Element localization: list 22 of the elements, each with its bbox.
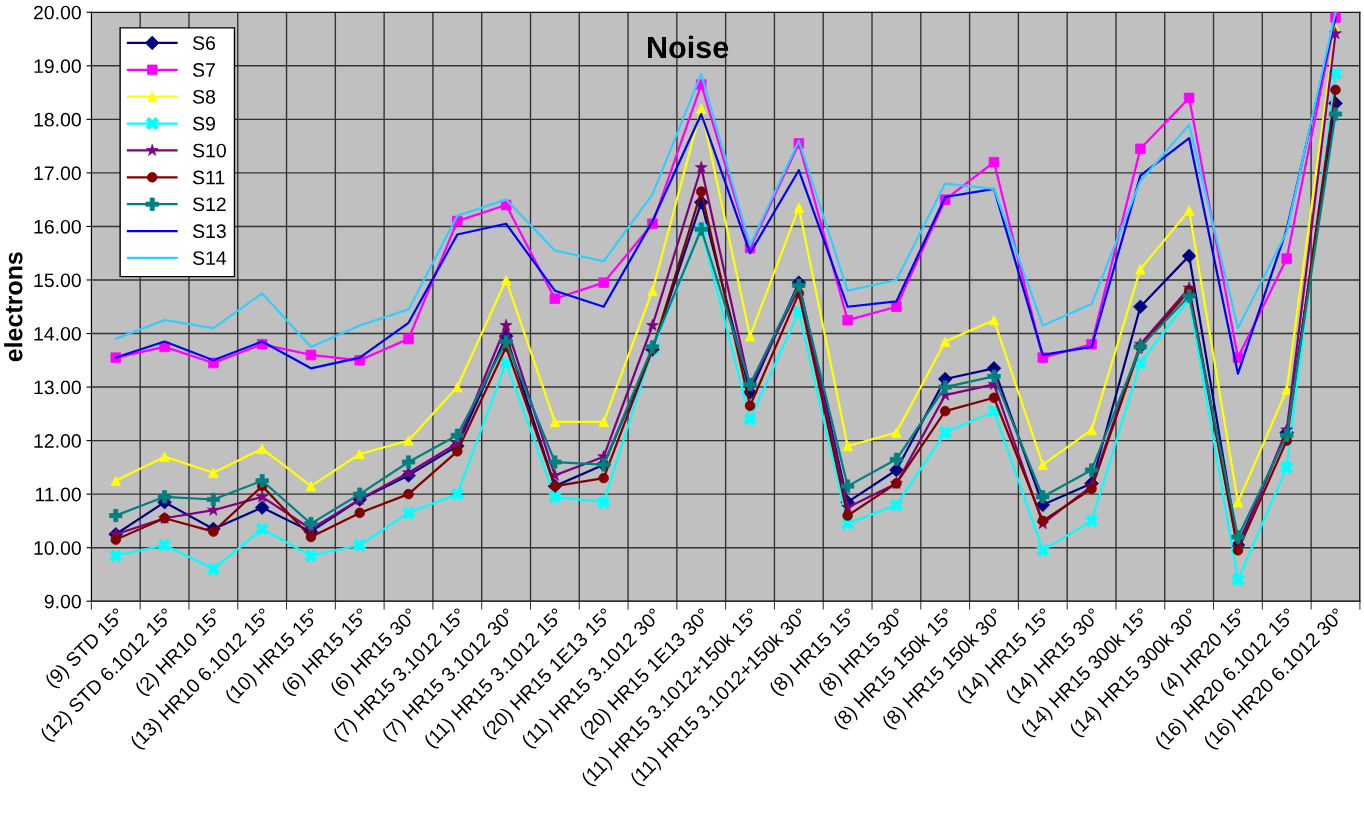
legend-label: S6	[192, 36, 216, 50]
legend-label: S14	[192, 251, 227, 265]
legend-label: S8	[192, 89, 216, 104]
legend-label: S11	[192, 170, 225, 185]
y-tick-label: 19.00	[34, 59, 81, 74]
y-tick-label: 9.00	[44, 594, 81, 609]
legend-label: S7	[192, 63, 215, 77]
legend-label: S13	[192, 224, 226, 239]
y-tick-label: 12.00	[34, 434, 81, 448]
y-tick-label: 13.00	[34, 380, 81, 395]
y-tick-label: 10.00	[34, 541, 81, 555]
y-tick-label: 14.00	[34, 326, 81, 341]
y-axis-title: electrons	[4, 252, 23, 362]
legend-label: S12	[192, 197, 226, 212]
y-tick-label: 18.00	[34, 112, 81, 127]
legend-label: S10	[192, 143, 226, 158]
y-tick-label: 16.00	[34, 219, 81, 234]
y-tick-label: 17.00	[34, 166, 81, 181]
legend-label: S9	[192, 116, 215, 131]
y-tick-label: 15.00	[34, 273, 81, 288]
y-tick-label: 20.00	[33, 5, 81, 20]
y-tick-label: 11.00	[35, 487, 81, 502]
